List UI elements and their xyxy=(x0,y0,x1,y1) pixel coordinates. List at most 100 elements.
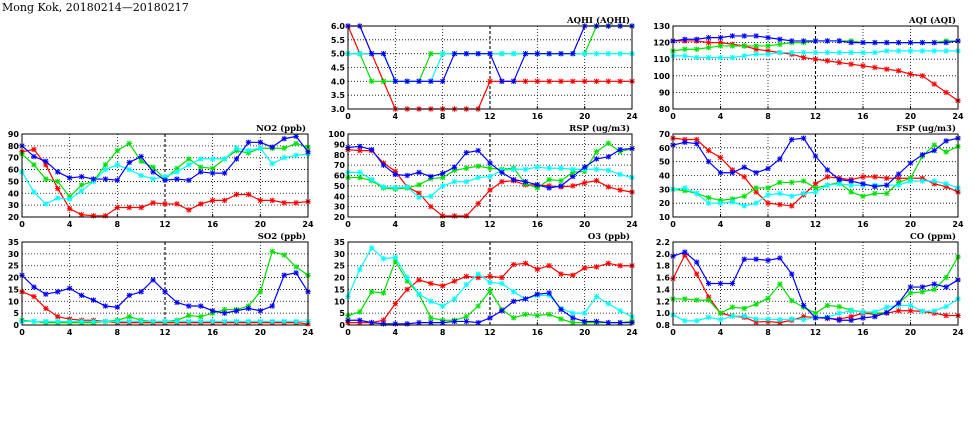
data-point-cyan xyxy=(717,54,724,61)
data-point-cyan xyxy=(392,185,399,191)
data-point-cyan xyxy=(593,166,600,172)
x-tick-label: 0 xyxy=(19,220,25,229)
x-tick-label: 24 xyxy=(302,328,314,337)
data-point-red xyxy=(872,64,878,71)
data-point-red xyxy=(824,58,831,64)
data-point-blue xyxy=(487,315,493,321)
plot-frame xyxy=(347,133,633,218)
data-point-red xyxy=(800,314,807,320)
data-point-cyan xyxy=(848,49,854,56)
data-point-green xyxy=(729,304,736,310)
data-point-red xyxy=(463,213,470,219)
data-point-cyan xyxy=(510,289,517,295)
data-point-blue xyxy=(812,153,819,159)
data-point-blue xyxy=(919,39,926,46)
data-point-green xyxy=(174,165,180,172)
data-point-blue xyxy=(357,317,363,323)
data-point-blue xyxy=(90,176,97,182)
y-tick-label: 5 xyxy=(339,309,345,318)
data-point-green xyxy=(931,142,937,148)
x-tick-label: 0 xyxy=(670,112,676,121)
data-point-blue xyxy=(777,36,783,42)
data-point-cyan xyxy=(186,318,192,325)
data-point-cyan xyxy=(451,179,458,185)
data-point-green xyxy=(510,315,517,321)
data-point-cyan xyxy=(729,199,736,205)
data-point-cyan xyxy=(257,318,264,325)
data-point-blue xyxy=(90,297,97,303)
data-point-red xyxy=(789,203,795,209)
data-point-green xyxy=(463,165,470,171)
data-point-cyan xyxy=(777,49,783,56)
data-point-red xyxy=(416,277,422,283)
data-point-blue xyxy=(943,284,949,290)
x-tick-label: 20 xyxy=(255,220,267,229)
data-point-green xyxy=(546,311,552,318)
data-point-red xyxy=(463,273,470,280)
x-tick-label: 16 xyxy=(207,220,219,229)
data-point-blue xyxy=(872,314,878,320)
data-point-blue xyxy=(392,171,399,178)
data-point-blue xyxy=(824,315,831,321)
data-point-blue xyxy=(605,154,612,160)
data-point-red xyxy=(475,200,481,207)
data-point-green xyxy=(380,290,387,296)
data-point-red xyxy=(257,197,264,204)
data-point-blue xyxy=(368,319,375,326)
data-point-cyan xyxy=(919,308,926,315)
x-tick-label: 24 xyxy=(626,112,638,121)
data-point-blue xyxy=(281,136,287,142)
data-point-cyan xyxy=(570,310,576,316)
data-point-blue xyxy=(741,164,747,170)
data-point-green xyxy=(765,43,771,49)
data-point-green xyxy=(558,177,564,184)
data-point-red xyxy=(617,263,623,269)
data-point-cyan xyxy=(593,50,600,57)
data-point-blue xyxy=(943,39,949,46)
data-point-cyan xyxy=(463,179,470,185)
data-point-red xyxy=(269,197,275,204)
x-tick-label: 16 xyxy=(207,328,219,337)
data-point-blue xyxy=(546,290,552,296)
y-tick-label: 2.0 xyxy=(656,250,671,259)
data-point-cyan xyxy=(895,48,902,54)
data-point-red xyxy=(812,181,819,187)
data-point-cyan xyxy=(717,316,724,323)
data-point-green xyxy=(717,197,724,204)
data-point-green xyxy=(546,176,552,183)
x-tick-label: 0 xyxy=(19,328,25,337)
x-tick-label: 24 xyxy=(626,220,638,229)
data-point-cyan xyxy=(221,156,228,162)
data-point-green xyxy=(753,185,759,191)
data-point-blue xyxy=(884,182,890,188)
plot-frame xyxy=(347,25,633,110)
data-point-blue xyxy=(717,170,724,176)
data-point-cyan xyxy=(919,48,926,54)
data-point-red xyxy=(860,174,866,180)
data-point-green xyxy=(836,303,842,310)
data-point-red xyxy=(884,66,890,72)
data-point-blue xyxy=(753,256,759,262)
data-point-blue xyxy=(570,173,576,180)
data-point-blue xyxy=(812,315,819,321)
data-point-green xyxy=(368,289,375,295)
y-tick-label: 80 xyxy=(659,105,671,114)
panel-title: NO2 (ppb) xyxy=(256,123,306,134)
data-point-green xyxy=(416,182,422,188)
data-point-red xyxy=(765,200,771,206)
data-point-red xyxy=(741,174,747,180)
data-point-blue xyxy=(907,160,914,166)
data-point-cyan xyxy=(848,182,854,188)
data-point-red xyxy=(487,187,493,193)
panel-no2: 20 30 40 50 60 70 80 90 0 4 8 12 16 20 24 NO2 (ppb) xyxy=(8,123,314,229)
data-point-red xyxy=(233,191,240,198)
data-point-blue xyxy=(150,169,156,175)
data-point-red xyxy=(605,184,612,190)
data-point-red xyxy=(581,78,588,85)
data-point-blue xyxy=(510,298,517,304)
data-point-green xyxy=(605,140,612,147)
data-point-blue xyxy=(860,315,866,321)
x-tick-label: 12 xyxy=(159,220,170,229)
data-point-cyan xyxy=(66,318,73,325)
data-point-cyan xyxy=(836,310,842,316)
